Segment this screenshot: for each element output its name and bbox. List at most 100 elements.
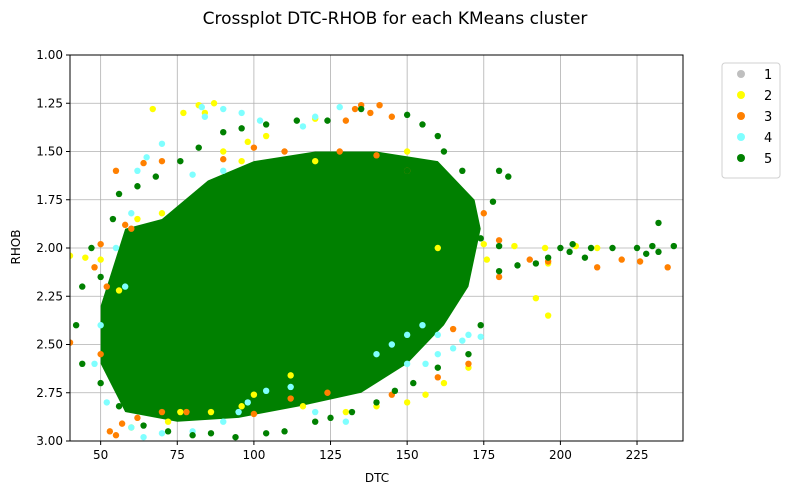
point-cluster-5: [262, 430, 270, 437]
point-cluster-3: [324, 389, 331, 396]
point-cluster-4: [235, 408, 242, 416]
point-cluster-3: [287, 395, 294, 402]
point-cluster-3: [367, 109, 374, 117]
point-cluster-5: [514, 262, 521, 269]
point-cluster-5: [327, 414, 334, 422]
x-tick-label: 75: [170, 448, 185, 462]
point-cluster-4: [97, 322, 104, 329]
point-cluster-3: [351, 105, 359, 113]
point-cluster-5: [152, 173, 160, 180]
point-cluster-5: [403, 111, 411, 119]
point-cluster-2: [115, 287, 123, 294]
point-cluster-5: [88, 244, 95, 252]
point-cluster-4: [238, 109, 245, 117]
point-cluster-4: [459, 337, 466, 344]
point-cluster-5: [566, 248, 573, 256]
point-cluster-4: [434, 350, 441, 358]
point-cluster-3: [97, 350, 104, 358]
legend-marker-5: [737, 154, 745, 162]
point-cluster-4: [220, 418, 227, 425]
point-cluster-3: [465, 360, 472, 367]
point-cluster-4: [91, 360, 98, 367]
y-tick-label: 1.75: [36, 193, 63, 207]
x-tick-label: 150: [396, 448, 419, 462]
point-cluster-3: [636, 258, 644, 265]
point-cluster-5: [72, 322, 80, 329]
point-cluster-4: [287, 383, 294, 391]
point-cluster-3: [250, 144, 258, 151]
x-axis-label: DTC: [365, 471, 389, 485]
point-cluster-4: [403, 360, 411, 367]
point-cluster-5: [655, 248, 662, 256]
x-tick-label: 175: [472, 448, 495, 462]
point-cluster-2: [342, 408, 350, 416]
point-cluster-5: [348, 408, 356, 416]
point-cluster-2: [422, 391, 429, 398]
point-cluster-3: [480, 210, 487, 217]
point-cluster-3: [376, 101, 383, 109]
point-cluster-4: [143, 154, 150, 161]
point-cluster-5: [544, 254, 552, 261]
point-cluster-3: [434, 374, 441, 381]
point-cluster-2: [262, 132, 270, 140]
point-cluster-5: [164, 428, 172, 435]
point-cluster-5: [177, 157, 184, 165]
point-cluster-4: [220, 167, 227, 174]
point-cluster-5: [195, 144, 202, 151]
point-cluster-4: [189, 171, 196, 178]
point-cluster-2: [403, 399, 411, 406]
point-cluster-5: [220, 129, 227, 136]
point-cluster-5: [489, 198, 497, 205]
point-cluster-4: [121, 283, 129, 290]
point-cluster-4: [373, 350, 380, 358]
point-cluster-2: [299, 403, 307, 410]
point-cluster-5: [115, 190, 123, 198]
y-tick-label: 2.00: [36, 241, 63, 255]
point-cluster-2: [177, 408, 184, 416]
point-cluster-5: [109, 215, 117, 223]
point-cluster-5: [312, 418, 319, 425]
point-cluster-3: [70, 339, 74, 346]
point-cluster-3: [112, 432, 120, 439]
point-cluster-4: [312, 408, 319, 416]
x-tick-label: 225: [626, 448, 649, 462]
point-cluster-2: [511, 242, 518, 250]
point-cluster-4: [449, 345, 457, 352]
y-tick-label: 2.50: [36, 338, 63, 352]
point-cluster-4: [103, 399, 110, 406]
y-axis: 1.00 1.25 1.50 1.75 2.00 2.25 2.50 2.75 3.00: [36, 48, 70, 448]
point-cluster-5: [505, 173, 512, 180]
point-cluster-2: [149, 105, 156, 113]
y-axis-label: RHOB: [9, 229, 23, 264]
point-cluster-5: [189, 432, 196, 439]
point-cluster-5: [324, 117, 331, 124]
point-cluster-2: [593, 244, 601, 252]
point-cluster-3: [118, 420, 126, 427]
point-cluster-5: [97, 379, 104, 387]
point-cluster-3: [128, 225, 135, 232]
point-cluster-2: [480, 240, 487, 248]
point-cluster-2: [434, 244, 441, 252]
point-cluster-2: [180, 109, 187, 117]
point-cluster-2: [287, 372, 294, 379]
point-cluster-5: [459, 167, 466, 174]
y-tick-label: 1.50: [36, 145, 63, 159]
point-cluster-3: [373, 152, 380, 159]
point-cluster-5: [115, 403, 123, 410]
point-cluster-4: [220, 105, 227, 113]
point-cluster-5: [391, 387, 399, 395]
point-cluster-3: [97, 240, 104, 248]
point-cluster-4: [312, 113, 319, 120]
point-cluster-5: [649, 242, 656, 250]
point-cluster-5: [79, 360, 86, 367]
point-cluster-4: [342, 418, 350, 425]
point-cluster-5: [410, 379, 417, 387]
point-cluster-3: [183, 408, 190, 416]
point-cluster-3: [388, 113, 396, 120]
point-cluster-4: [299, 123, 307, 130]
point-cluster-3: [134, 414, 141, 422]
point-cluster-5: [140, 422, 147, 429]
x-tick-label: 200: [549, 448, 572, 462]
point-cluster-4: [112, 244, 120, 252]
point-cluster-5: [79, 283, 86, 290]
